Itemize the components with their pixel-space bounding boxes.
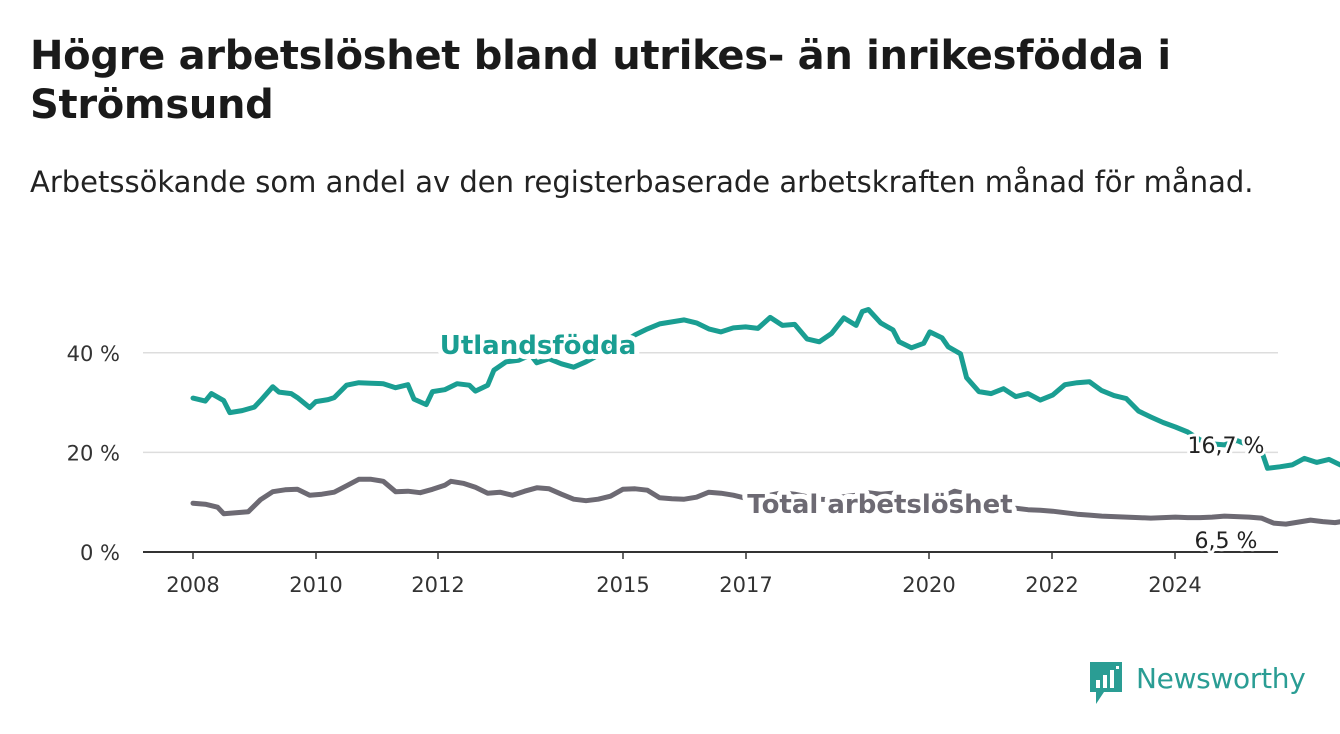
series-label: Total arbetslöshet — [747, 490, 1012, 520]
chart-title: Högre arbetslöshet bland utrikes- än inr… — [30, 33, 1171, 128]
x-tick-label: 2010 — [289, 573, 342, 597]
label-layer: Utlandsfödda Total arbetslöshet 16,7 % 6,5 … — [435, 326, 1268, 557]
series-line-utlandsfodda — [190, 307, 1340, 471]
x-tick-label: 2017 — [719, 573, 772, 597]
x-tick-label: 2020 — [902, 573, 955, 597]
line-chart: 0 % 20 % 40 % 2008 2010 2012 2015 2017 2020 2022 2… — [67, 307, 1340, 597]
x-tick-label: 2015 — [596, 573, 649, 597]
grid-layer: 0 % 20 % 40 % 2008 2010 2012 2015 2017 2020 2022 2… — [67, 342, 1278, 597]
y-tick-label: 20 % — [67, 441, 120, 465]
series-label: Utlandsfödda — [440, 331, 637, 361]
brand-name: Newsworthy — [1136, 662, 1306, 695]
x-tick-label: 2008 — [166, 573, 219, 597]
x-tick-label: 2012 — [411, 573, 464, 597]
series-layer — [190, 307, 1340, 527]
y-tick-label: 0 % — [80, 541, 120, 565]
chart-subtitle: Arbetssökande som andel av den registerb… — [30, 165, 1254, 199]
x-tick-label: 2024 — [1148, 573, 1201, 597]
y-tick-label: 40 % — [67, 342, 120, 366]
series-line-total — [190, 476, 1340, 527]
bar-chart-icon — [1090, 662, 1122, 704]
end-value-label: 16,7 % — [1188, 434, 1265, 459]
newsworthy-logo: Newsworthy — [1088, 660, 1318, 706]
end-value-label: 6,5 % — [1195, 529, 1258, 554]
x-tick-label: 2022 — [1025, 573, 1078, 597]
